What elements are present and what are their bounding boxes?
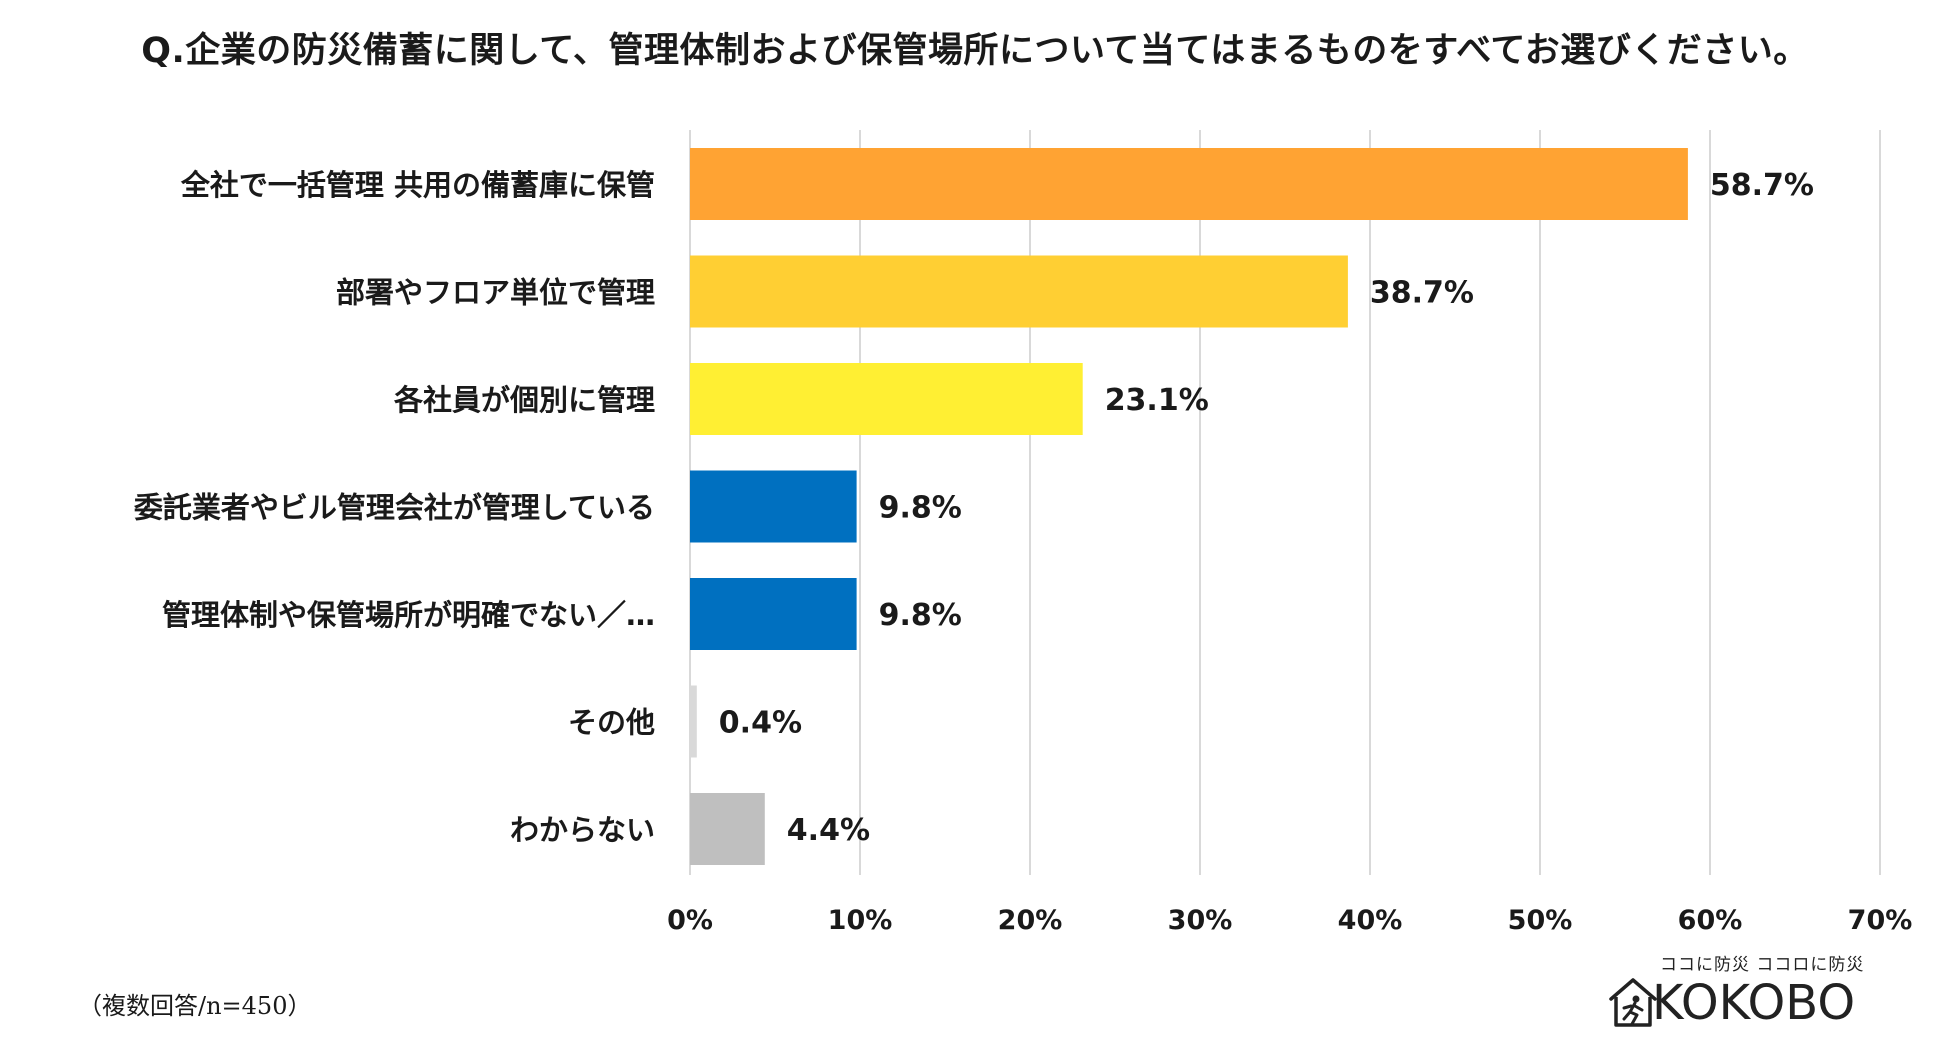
logo-tagline: ココに防災 ココロに防災 [1660,955,1865,975]
category-label: 管理体制や保管場所が明確でない／… [162,598,655,632]
data-label: 4.4% [787,813,870,848]
x-tick-label: 10% [828,905,893,936]
category-label: その他 [568,706,655,740]
bar [690,148,1688,220]
category-label: 委託業者やビル管理会社が管理している [134,491,655,525]
category-label: わからない [510,813,655,847]
gridlines [689,130,1881,875]
bars [690,148,1688,865]
x-tick-label: 40% [1338,905,1403,936]
x-tick-label: 30% [1168,905,1233,936]
category-label: 各社員が個別に管理 [393,383,655,417]
x-tick-label: 20% [998,905,1063,936]
category-labels: 全社で一括管理 共用の備蓄庫に保管部署やフロア単位で管理各社員が個別に管理委託業… [134,168,655,847]
data-label: 9.8% [879,598,962,633]
bar [690,793,765,865]
bar [690,363,1083,435]
bar [690,578,857,650]
page-title: Q.企業の防災備蓄に関して、管理体制および保管場所について当てはまるものをすべて… [141,31,1809,71]
data-label: 0.4% [719,706,802,741]
x-axis-ticks: 0% 10% 20% 30% 40% 50% 60% 70% [667,905,1912,936]
category-label: 全社で一括管理 共用の備蓄庫に保管 [180,168,655,202]
bar [690,470,857,543]
x-tick-label: 70% [1848,905,1913,936]
house-logo-icon [1609,978,1657,1027]
logo-wordmark: KOKOBO [1652,975,1856,1031]
data-label: 38.7% [1370,276,1474,311]
data-label: 9.8% [879,491,962,526]
x-tick-label: 50% [1508,905,1573,936]
bar [690,685,697,758]
x-tick-label: 0% [667,905,713,936]
data-label: 23.1% [1105,383,1209,418]
x-tick-label: 60% [1678,905,1743,936]
sample-size-note: （複数回答/n=450） [78,992,312,1020]
bar [690,255,1348,328]
category-label: 部署やフロア単位で管理 [336,276,655,310]
data-label: 58.7% [1710,168,1814,203]
value-labels: 58.7% 38.7% 23.1% 9.8% 9.8% 0.4% 4.4% [719,168,1814,848]
